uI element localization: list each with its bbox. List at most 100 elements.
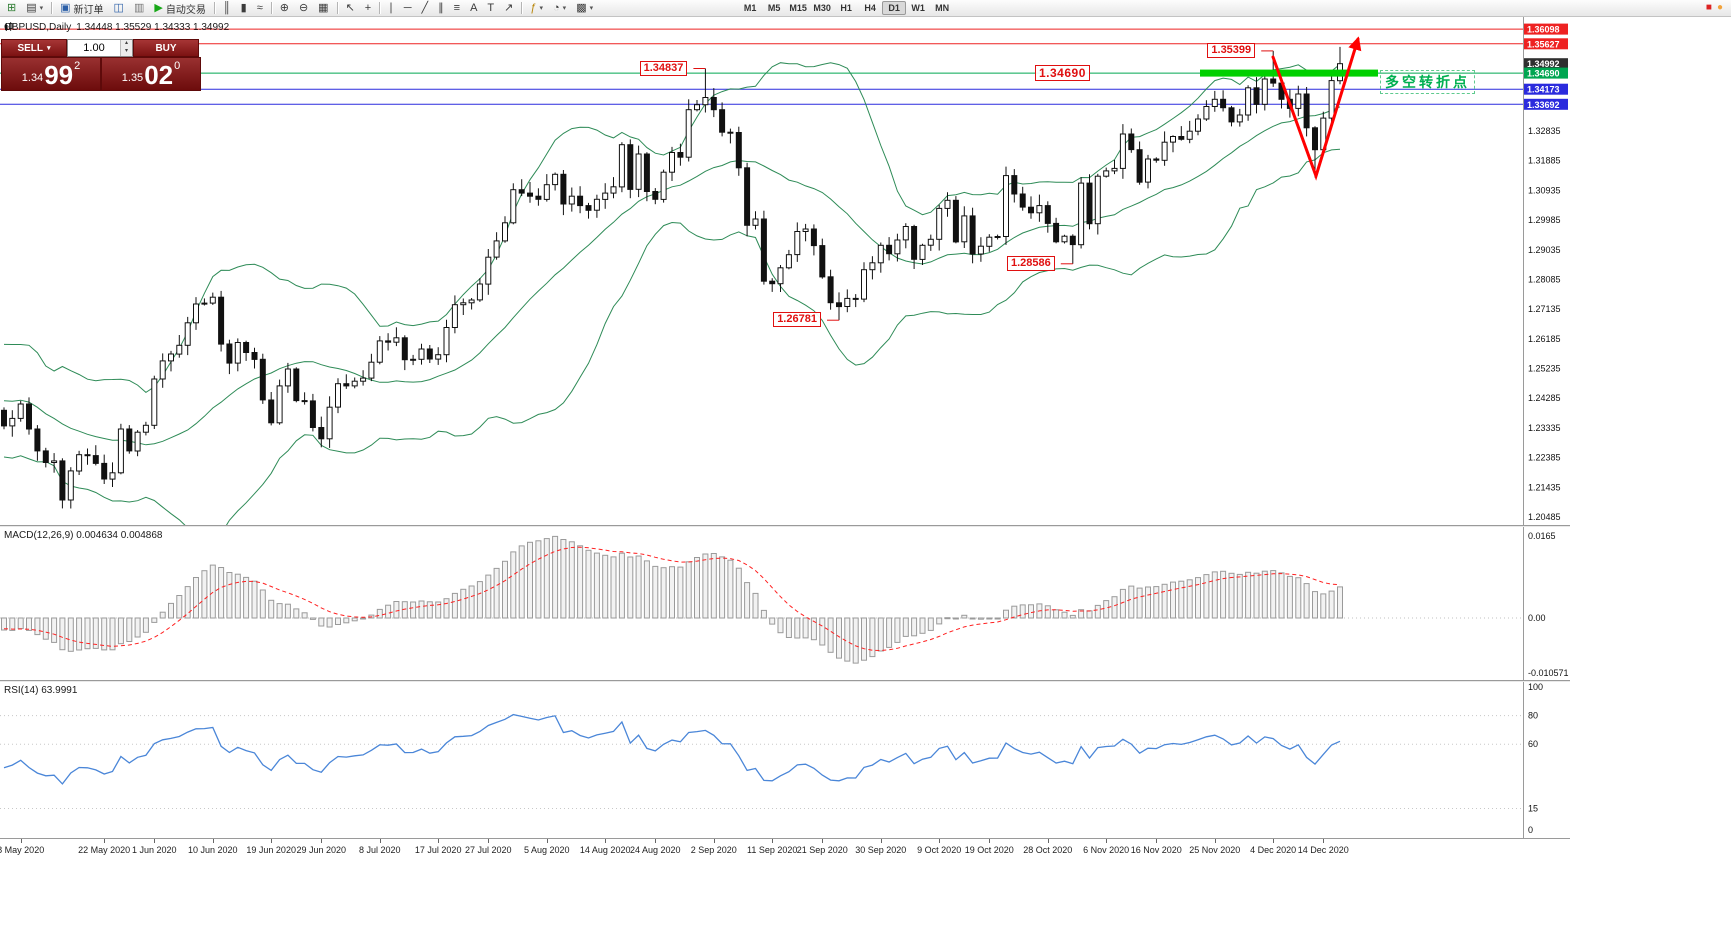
toolbar-red-icon[interactable]: ■ [1705,2,1712,13]
volume-stepper[interactable]: ▴ ▾ [67,39,133,57]
macd-panel[interactable]: 0.0165 0.00 -0.010571 MACD(12,26,9) 0.0046… [0,527,1570,680]
fibonacci-button[interactable]: ≡ [449,1,465,16]
sell-price-button[interactable]: 1.34 99 2 [1,57,101,91]
autotrading-button[interactable]: ▶ 自动交易 [149,1,210,16]
price-callout-label[interactable]: 1.28586 [1007,255,1055,271]
toolbar-separator [270,2,272,14]
time-axis-tick [1323,839,1325,843]
time-axis-tick [212,839,214,843]
price-callout-label[interactable]: 1.26781 [773,312,821,328]
svg-text:1.29985: 1.29985 [1528,215,1561,225]
timeframe-h1-button[interactable]: H1 [834,1,858,15]
support-zone-highlight[interactable] [1200,69,1378,77]
buy-price-small: 1.35 [121,72,144,84]
time-axis-label: 8 May 2020 [0,845,45,855]
tile-windows-button[interactable]: ▦ [313,1,333,16]
profiles-icon: ▤ [26,1,37,14]
svg-text:0.0165: 0.0165 [1528,531,1556,541]
spinner-up-icon[interactable]: ▴ [121,40,132,48]
main-chart-panel[interactable]: 1.32835 1.31885 1.30935 1.29985 1.29035 1.280… [0,17,1570,525]
time-axis-tick [546,839,548,843]
buy-dropdown-button[interactable]: BUY [133,39,199,57]
new-order-icon: ▣ [60,1,71,14]
svg-text:1.22385: 1.22385 [1528,453,1561,463]
time-axis-tick [772,839,774,843]
vertical-line-button[interactable]: ∣ [383,1,399,16]
rsi-scale[interactable]: 100 80 60 15 0 [1523,682,1570,838]
sell-price-sup: 2 [74,60,81,72]
time-axis-tick [713,839,715,843]
candlestick-button[interactable]: ▮ [236,1,252,16]
toolbar-yellow-icon[interactable]: ● [1716,2,1723,13]
main-toolbar: ⊞ ▤ ▾ ▣ 新订单 ◫ ▥ ▶ 自动交易 ║ ▮ ≈ ⊕ ⊖ ▦ ↖ + ∣ ─ ╱ ∥ ≡ A T ↗ ƒ ▾ ◔ ▾ ▩ ▾ M1 M5… [0,0,1731,17]
horizontal-line-button[interactable]: ─ [399,1,417,16]
buy-label: BUY [155,42,177,54]
crosshair-button[interactable]: + [360,1,376,16]
templates-button[interactable]: ▩ ▾ [571,1,598,16]
indicators-button[interactable]: ƒ ▾ [525,1,548,16]
buy-price-button[interactable]: 1.35 02 0 [101,57,201,91]
timeframe-d1-button[interactable]: D1 [882,1,907,15]
price-callout-label[interactable]: 1.34837 [639,60,688,76]
timeframe-m1-button[interactable]: M1 [738,1,762,15]
timeframe-m5-button[interactable]: M5 [762,1,786,15]
new-order-button[interactable]: ▣ 新订单 [55,1,108,16]
toolbar-separator [379,2,381,14]
time-axis-label: 2 Sep 2020 [690,845,737,855]
macd-scale[interactable]: 0.0165 0.00 -0.010571 [1523,527,1570,680]
macd-label: MACD(12,26,9) 0.004634 0.004868 [4,530,163,541]
buy-price-sup: 0 [174,60,181,72]
price-callout-label[interactable]: 1.34690 [1035,65,1090,82]
text-label-button[interactable]: T [482,1,499,16]
periods-button[interactable]: ◔ ▾ [548,1,571,16]
price-callout-label[interactable]: 1.35399 [1207,42,1256,58]
data-window-button[interactable]: ▥ [129,1,149,16]
rsi-panel[interactable]: 100 80 60 15 0 RSI(14) 63.9991 [0,682,1570,838]
trendline-button[interactable]: ╱ [417,1,434,16]
chart-ohlc-header: GBPUSD,Daily 1.34448 1.35529 1.34333 1.3… [4,22,229,33]
text-button[interactable]: A [465,1,482,16]
time-axis-tick [989,839,991,843]
time-axis[interactable]: 8 May 2020 22 May 2020 1 Jun 2020 10 Jun 20… [0,838,1570,858]
svg-text:1.28085: 1.28085 [1528,275,1561,285]
spinner-down-icon[interactable]: ▾ [121,48,132,56]
v-shape-arrow-annotation[interactable] [1271,36,1362,181]
panel-divider[interactable] [0,680,1570,682]
profiles-button[interactable]: ▤ ▾ [21,1,48,16]
market-watch-button[interactable]: ◫ [109,1,129,16]
volume-input[interactable] [68,40,120,56]
timeframe-w1-button[interactable]: W1 [906,1,930,15]
svg-text:1.36098: 1.36098 [1527,25,1560,35]
time-axis-label: 24 Aug 2020 [630,845,681,855]
panel-divider[interactable] [0,525,1570,527]
timeframe-m15-button[interactable]: M15 [786,1,810,15]
svg-text:1.25235: 1.25235 [1528,364,1561,374]
annotation-note-text[interactable]: 多空转折点 [1380,70,1475,94]
svg-text:1.33692: 1.33692 [1527,100,1560,110]
time-axis-tick [271,839,273,843]
time-axis-label: 27 Jul 2020 [465,845,512,855]
arrows-button[interactable]: ↗ [499,1,518,16]
time-axis-label: 19 Jun 2020 [246,845,296,855]
cursor-button[interactable]: ↖ [341,1,360,16]
volume-spinner[interactable]: ▴ ▾ [120,40,132,56]
line-chart-button[interactable]: ≈ [252,1,268,16]
timeframe-h4-button[interactable]: H4 [858,1,882,15]
svg-text:-0.010571: -0.010571 [1528,668,1569,678]
macd-plot[interactable]: 0.0165 0.00 -0.010571 [0,527,1570,680]
bar-chart-button[interactable]: ║ [218,1,236,16]
time-axis-tick [20,839,22,843]
channel-button[interactable]: ∥ [433,1,449,16]
svg-text:1.27135: 1.27135 [1528,304,1561,314]
timeframe-mn-button[interactable]: MN [930,1,954,15]
time-axis-label: 14 Dec 2020 [1297,845,1349,855]
timeframe-m30-button[interactable]: M30 [810,1,834,15]
new-chart-button[interactable]: ⊞ [2,1,21,16]
main-chart-plot[interactable]: 1.32835 1.31885 1.30935 1.29985 1.29035 1.280… [0,17,1570,525]
zoom-in-button[interactable]: ⊕ [275,1,294,16]
price-scale[interactable]: 1.32835 1.31885 1.30935 1.29985 1.29035 1.280… [1523,17,1570,525]
trendline-icon: ╱ [421,1,429,14]
rsi-plot[interactable]: 100 80 60 15 0 [0,682,1570,838]
sell-dropdown-button[interactable]: SELL ▾ [1,39,67,57]
zoom-out-button[interactable]: ⊖ [294,1,313,16]
